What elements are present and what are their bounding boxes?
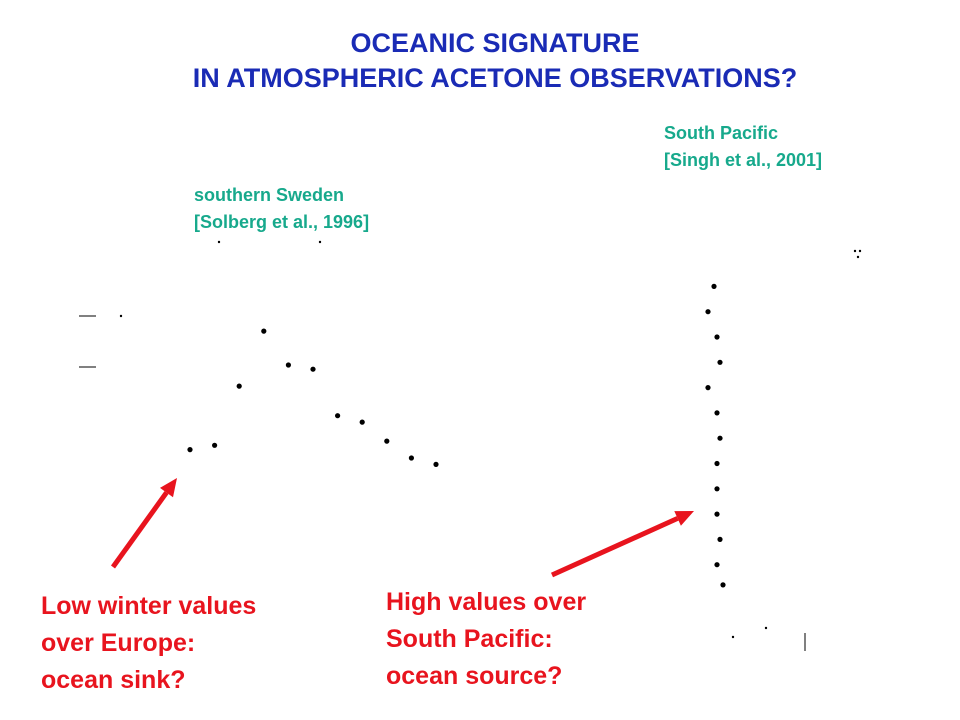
- left-callout: Low winter values over Europe: ocean sin…: [41, 588, 256, 699]
- right-callout-line-3: ocean source?: [386, 662, 563, 690]
- right-arrow-head: [674, 511, 694, 526]
- axis-speck: [217, 240, 221, 244]
- title-line-2: IN ATMOSPHERIC ACETONE OBSERVATIONS?: [192, 63, 798, 93]
- sweden-data-point: [261, 328, 267, 334]
- sweden-data-point: [187, 447, 193, 453]
- axis-speck: [731, 635, 735, 639]
- sweden-data-point: [384, 438, 390, 444]
- south-pacific-data-point: [711, 283, 717, 289]
- south-pacific-data-point: [714, 460, 720, 467]
- right-callout-line-2: South Pacific:: [386, 625, 553, 653]
- axis-speck: [853, 249, 857, 253]
- south-pacific-series: [705, 283, 726, 588]
- south-pacific-data-point: [717, 536, 723, 543]
- axis-speck: [856, 255, 860, 259]
- callout-arrows: [110, 478, 694, 578]
- left-callout-line-2: over Europe:: [41, 629, 196, 657]
- sweden-data-point: [408, 455, 414, 461]
- title-line-1: OCEANIC SIGNATURE: [350, 28, 640, 58]
- right-callout-line-1: High values over: [386, 588, 587, 616]
- right-callout: High values over South Pacific: ocean so…: [386, 584, 586, 695]
- left-callout-line-3: ocean sink?: [41, 666, 186, 694]
- south-pacific-label: South Pacific [Singh et al., 2001]: [664, 120, 822, 174]
- south-pacific-data-point: [717, 435, 723, 441]
- axis-speck: [858, 249, 862, 253]
- south-pacific-data-point: [714, 486, 720, 492]
- sweden-series: [187, 328, 439, 467]
- sweden-data-point: [285, 362, 291, 368]
- south-pacific-data-point: [705, 309, 711, 315]
- south-pacific-data-point: [705, 385, 711, 391]
- south-pacific-data-point: [717, 359, 723, 365]
- left-arrow-shaft: [110, 491, 169, 569]
- axis-speck: [119, 314, 123, 318]
- axis-remnants: [79, 240, 862, 651]
- sweden-data-point: [359, 419, 365, 425]
- sweden-data-point: [335, 413, 341, 419]
- left-arrow-head: [160, 478, 177, 498]
- sweden-label: southern Sweden [Solberg et al., 1996]: [194, 182, 369, 236]
- sweden-data-point: [212, 442, 218, 448]
- south-pacific-data-point: [720, 582, 726, 588]
- south-pacific-data-point: [714, 334, 720, 340]
- axis-speck: [764, 626, 768, 630]
- axis-speck: [318, 240, 322, 244]
- left-callout-line-1: Low winter values: [41, 592, 257, 620]
- sweden-data-point: [310, 366, 316, 372]
- slide-title: OCEANIC SIGNATURE IN ATMOSPHERIC ACETONE…: [0, 26, 960, 96]
- south-pacific-data-point: [714, 511, 720, 517]
- south-pacific-title: South Pacific: [664, 123, 779, 143]
- sweden-data-point: [236, 383, 242, 389]
- right-arrow-shaft: [550, 516, 679, 578]
- sweden-data-point: [433, 461, 439, 467]
- south-pacific-data-point: [714, 562, 720, 568]
- sweden-title: southern Sweden: [194, 185, 345, 205]
- sweden-source: [Solberg et al., 1996]: [194, 212, 370, 232]
- south-pacific-source: [Singh et al., 2001]: [664, 150, 823, 170]
- south-pacific-data-point: [714, 410, 720, 416]
